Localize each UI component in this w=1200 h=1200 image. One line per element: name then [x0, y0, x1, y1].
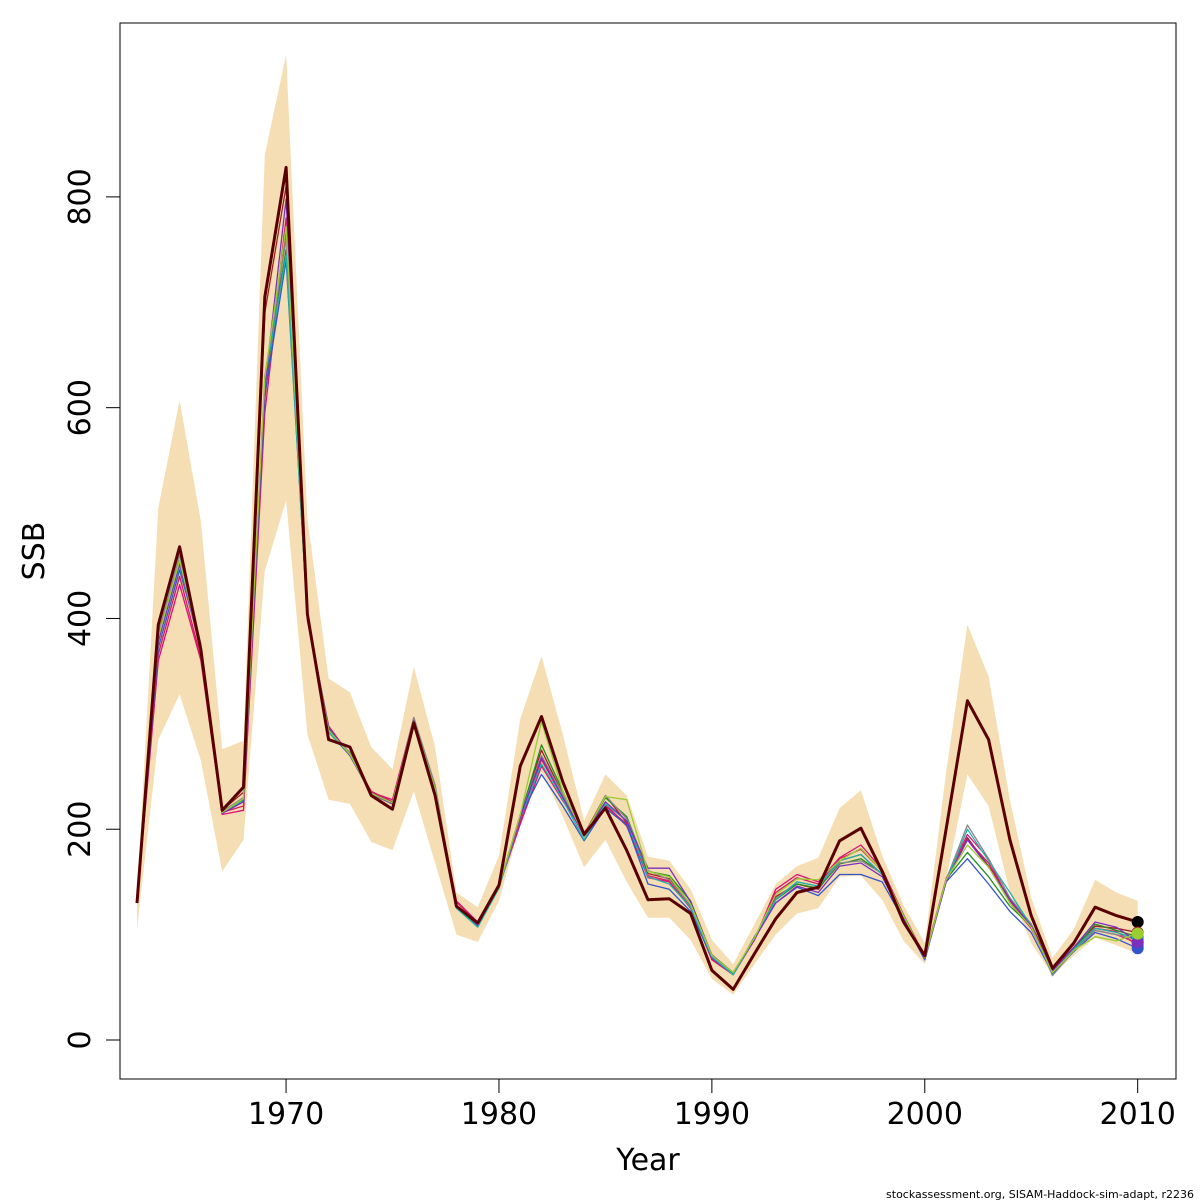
y-axis-title: SSB	[17, 522, 52, 581]
y-axis: 0 200 400 600 800	[63, 168, 121, 1050]
credit-text: stockassessment.org, SISAM-Haddock-sim-a…	[886, 1188, 1194, 1200]
x-tick-label-2010: 2010	[1099, 1097, 1175, 1132]
series-lines-layer	[135, 165, 1139, 991]
y-tick-label-600: 600	[63, 379, 98, 436]
end-point-1	[1131, 916, 1144, 928]
x-axis: 1970 1980 1990 2000 2010	[248, 1078, 1176, 1132]
x-axis-title: Year	[615, 1143, 680, 1178]
x-tick-label-1980: 1980	[461, 1097, 537, 1132]
end-point-9	[1131, 936, 1144, 948]
y-tick-label-800: 800	[63, 168, 98, 225]
x-tick-label-2000: 2000	[887, 1097, 963, 1132]
x-tick-label-1970: 1970	[248, 1097, 324, 1132]
y-tick-label-0: 0	[63, 1030, 98, 1049]
x-tick-label-1990: 1990	[674, 1097, 750, 1132]
final-year-points-layer	[1131, 916, 1144, 955]
end-point-10	[1131, 927, 1144, 940]
y-tick-label-200: 200	[63, 801, 98, 858]
series-line-1	[135, 165, 1139, 991]
y-tick-label-400: 400	[63, 590, 98, 647]
